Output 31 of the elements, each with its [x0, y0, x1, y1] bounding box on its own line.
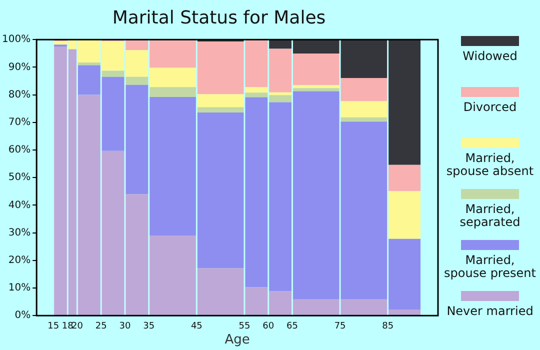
x-tick-label: 20	[71, 321, 84, 332]
y-tick-label: 0%	[14, 310, 31, 322]
x-tick-label: 18	[62, 321, 74, 332]
x-tick-label: 60	[262, 321, 274, 332]
y-tick-label: 100%	[2, 34, 31, 46]
y-tick-label: 30%	[8, 227, 31, 238]
legend-label: Widowed	[462, 49, 518, 63]
y-tick-label: 60%	[8, 144, 31, 156]
legend-label: Married, separated	[460, 202, 520, 229]
legend-label: Married, spouse present	[444, 253, 536, 280]
x-axis-title: Age	[224, 332, 250, 348]
x-tick-label: 85	[382, 321, 394, 332]
x-tick-label: 45	[190, 321, 202, 332]
x-tick-label: 30	[119, 321, 131, 332]
x-tick-label: 55	[238, 321, 250, 332]
x-tick-label: 15	[48, 321, 60, 332]
y-tick-label: 80%	[8, 89, 31, 100]
legend-label: Divorced	[463, 100, 517, 114]
y-tick-label: 10%	[8, 282, 31, 294]
legend-label: Never married	[446, 304, 534, 318]
x-tick-label: 25	[95, 321, 107, 332]
y-tick-label: 50%	[8, 172, 31, 184]
x-tick-label: 75	[334, 321, 346, 332]
legend-label: Married, spouse absent	[446, 151, 534, 178]
y-tick-label: 70%	[8, 116, 31, 128]
x-tick-label: 35	[143, 321, 155, 332]
y-tick-label: 40%	[8, 200, 31, 211]
chart-title: Marital Status for Males	[112, 7, 326, 28]
x-tick-label: 65	[286, 321, 298, 332]
y-tick-label: 20%	[8, 254, 31, 266]
y-tick-label: 90%	[8, 62, 31, 73]
